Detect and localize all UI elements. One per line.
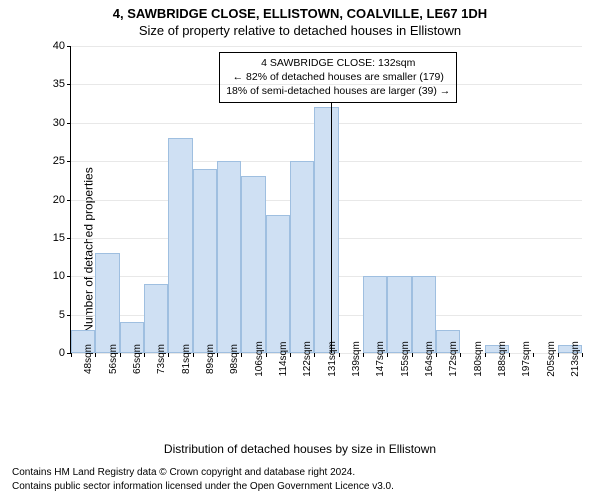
annotation-box: 4 SAWBRIDGE CLOSE: 132sqm← 82% of detach… — [219, 52, 457, 103]
x-tick — [144, 353, 145, 357]
title-address: 4, SAWBRIDGE CLOSE, ELLISTOWN, COALVILLE… — [10, 6, 590, 21]
x-tick-label: 106sqm — [254, 341, 265, 377]
x-tick-label: 56sqm — [108, 344, 119, 374]
x-tick — [460, 353, 461, 357]
y-tick — [67, 84, 71, 85]
title-block: 4, SAWBRIDGE CLOSE, ELLISTOWN, COALVILLE… — [0, 0, 600, 40]
x-tick — [266, 353, 267, 357]
x-tick — [314, 353, 315, 357]
x-tick — [363, 353, 364, 357]
histogram-bar — [290, 161, 314, 353]
x-tick — [387, 353, 388, 357]
histogram-bar — [266, 215, 290, 353]
y-tick — [67, 46, 71, 47]
y-tick-label: 25 — [53, 155, 65, 167]
histogram-bar — [193, 169, 217, 353]
x-tick-label: 147sqm — [375, 341, 386, 377]
x-tick-label: 114sqm — [278, 342, 289, 377]
histogram-bar — [241, 176, 265, 353]
y-tick-label: 5 — [59, 309, 65, 321]
grid-line — [71, 46, 582, 47]
x-tick — [558, 353, 559, 357]
x-tick — [71, 353, 72, 357]
x-tick-label: 48sqm — [83, 344, 94, 374]
x-tick — [168, 353, 169, 357]
y-tick-label: 0 — [59, 347, 65, 359]
x-tick-label: 164sqm — [424, 341, 435, 377]
x-tick-label: 155sqm — [400, 341, 411, 377]
x-tick — [436, 353, 437, 357]
histogram-bar — [217, 161, 241, 353]
y-tick — [67, 276, 71, 277]
y-tick-label: 15 — [53, 232, 65, 244]
x-tick-label: 205sqm — [546, 341, 557, 377]
x-tick-label: 172sqm — [448, 341, 459, 377]
x-tick — [509, 353, 510, 357]
x-tick-label: 65sqm — [132, 344, 143, 374]
x-tick-label: 89sqm — [205, 344, 216, 374]
annotation-line: ← 82% of detached houses are smaller (17… — [226, 70, 450, 84]
x-tick-label: 73sqm — [156, 344, 167, 374]
x-tick-label: 197sqm — [521, 341, 532, 377]
y-tick — [67, 200, 71, 201]
plot-area: 051015202530354048sqm56sqm65sqm73sqm81sq… — [70, 46, 582, 354]
x-tick-label: 131sqm — [327, 341, 338, 377]
x-tick — [412, 353, 413, 357]
histogram-bar — [144, 284, 168, 353]
x-tick — [339, 353, 340, 357]
y-tick — [67, 238, 71, 239]
x-tick — [533, 353, 534, 357]
x-tick — [290, 353, 291, 357]
x-tick-label: 213sqm — [570, 341, 581, 377]
y-tick-label: 30 — [53, 117, 65, 129]
title-subtitle: Size of property relative to detached ho… — [10, 23, 590, 38]
x-tick-label: 98sqm — [229, 344, 240, 374]
x-tick — [582, 353, 583, 357]
x-tick — [95, 353, 96, 357]
x-tick-label: 180sqm — [473, 341, 484, 377]
annotation-line: 18% of semi-detached houses are larger (… — [226, 84, 450, 98]
x-tick — [485, 353, 486, 357]
y-tick — [67, 123, 71, 124]
footer-line-2: Contains public sector information licen… — [12, 481, 394, 492]
histogram-bar — [168, 138, 192, 353]
y-tick-label: 40 — [53, 40, 65, 52]
x-axis-label: Distribution of detached houses by size … — [0, 442, 600, 456]
x-tick — [241, 353, 242, 357]
y-tick — [67, 161, 71, 162]
y-tick-label: 10 — [53, 270, 65, 282]
x-tick — [193, 353, 194, 357]
y-tick-label: 35 — [53, 78, 65, 90]
histogram-bar — [95, 253, 119, 353]
footer-line-1: Contains HM Land Registry data © Crown c… — [12, 467, 355, 478]
x-tick-label: 139sqm — [351, 341, 362, 377]
x-tick — [217, 353, 218, 357]
annotation-line: 4 SAWBRIDGE CLOSE: 132sqm — [226, 56, 450, 70]
y-tick — [67, 315, 71, 316]
x-tick-label: 81sqm — [181, 344, 192, 374]
histogram-bar — [314, 107, 338, 353]
x-tick-label: 122sqm — [302, 341, 313, 377]
chart-area: 051015202530354048sqm56sqm65sqm73sqm81sq… — [42, 46, 582, 408]
y-tick-label: 20 — [53, 194, 65, 206]
property-marker — [331, 102, 332, 353]
x-tick-label: 188sqm — [497, 341, 508, 377]
x-tick — [120, 353, 121, 357]
